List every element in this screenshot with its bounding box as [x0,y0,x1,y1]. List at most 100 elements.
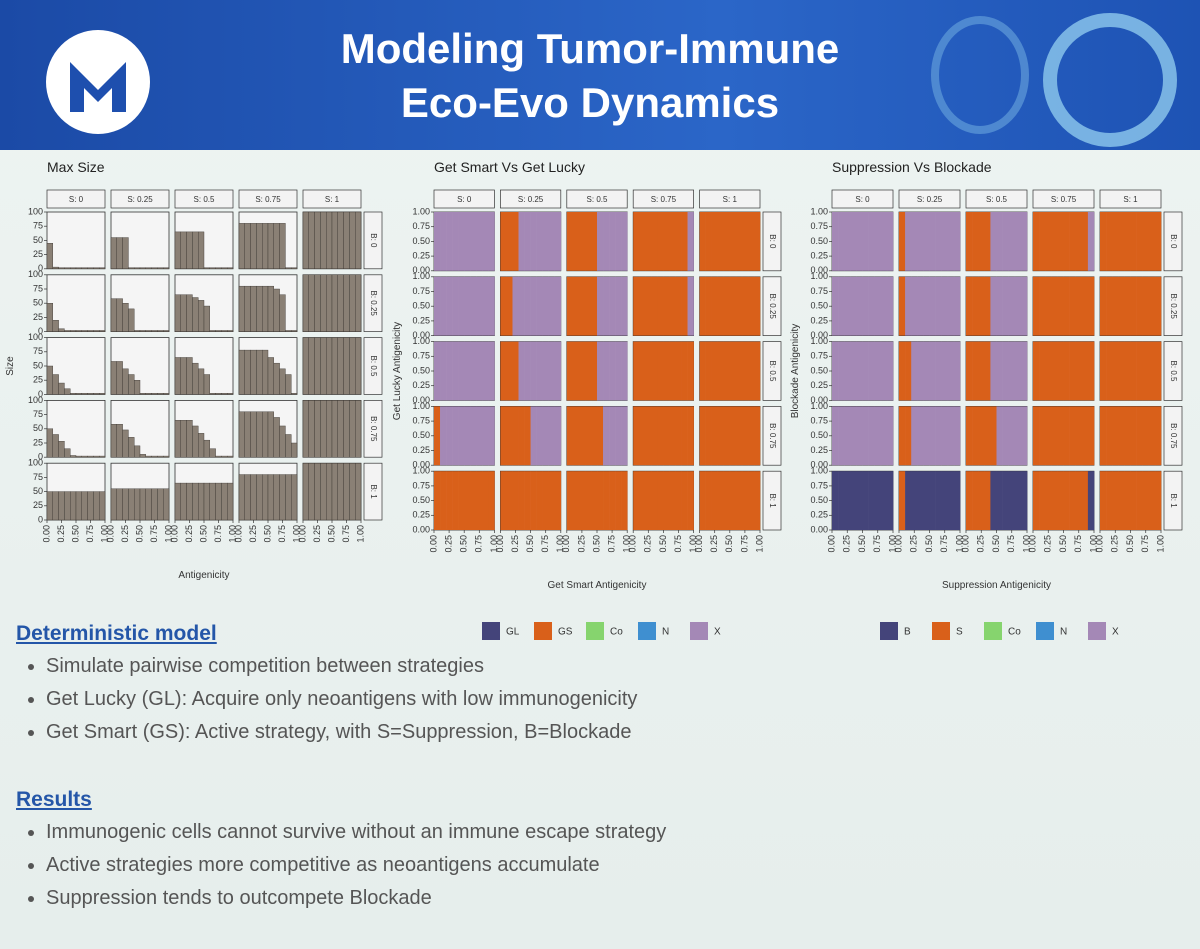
strip-label: S: 0.75 [651,195,677,204]
tile [542,471,550,530]
tile [874,406,882,466]
title-line: Eco-Evo Dynamics [400,79,780,126]
tile [536,212,543,271]
x-tick-label: 0.75 [739,535,749,553]
bar [186,231,193,270]
x-tick-label: 1.00 [887,535,897,553]
tile [735,341,743,401]
bar [349,463,356,521]
bar [314,400,321,458]
bar [58,328,65,332]
y-tick-label: 0 [38,263,43,273]
strip-label: S: 0.75 [255,195,281,204]
tile [850,276,857,336]
tile [923,471,930,530]
y-tick-label: 100 [28,395,43,405]
tile [941,471,949,530]
bar [145,455,152,458]
x-tick-label: 1.00 [622,535,632,553]
tile [1136,341,1143,401]
x-tick-label: 1.00 [99,525,109,543]
tile [905,341,912,401]
bar [343,337,350,395]
bar [133,330,141,332]
bar [128,488,135,521]
strip-label: B: 0.25 [768,294,777,320]
tile [705,471,712,530]
y-tick-label: 0.00 [412,395,430,405]
y-tick-label: 0.75 [412,286,430,296]
tile [584,276,592,336]
tile [929,341,936,401]
bar [302,463,310,521]
tile [1087,276,1095,336]
tile [446,341,453,401]
tile [917,276,924,336]
bar [285,374,292,395]
tile [488,471,495,530]
tile [663,406,670,466]
y-tick-label: 1.00 [412,466,430,476]
tile [470,406,477,466]
tile [1148,471,1156,530]
tile [953,471,961,530]
bar [209,482,216,521]
tile [476,212,483,271]
tile [434,471,441,530]
x-tick-label: 0.25 [443,535,453,553]
tile [978,406,985,466]
tile [996,276,1003,336]
x-tick-label: 0.50 [326,525,336,543]
bar [93,330,100,332]
banner: Modeling Tumor-Immune Eco-Evo Dynamics [0,0,1200,150]
bar [197,300,205,332]
bar [244,349,251,395]
tile [741,276,749,336]
tile [935,341,942,401]
bar [320,400,327,458]
tile [657,212,664,271]
tile [1014,276,1022,336]
tile [747,276,755,336]
bar [355,211,362,269]
tile [590,341,598,401]
tile [1130,406,1137,466]
bar [197,433,205,458]
bar [203,439,211,458]
x-tick-label: 1.00 [489,535,499,553]
y-tick-label: 0.00 [810,265,828,275]
tile [984,212,991,271]
tile [1106,341,1113,401]
tile [966,341,973,401]
tile [621,471,628,530]
y-tick-label: 0.75 [810,480,828,490]
tile [434,212,441,271]
tile [874,471,882,530]
tile [464,341,471,401]
bar [326,337,333,395]
bullet: Suppression tends to outcompete Blockade [46,882,1016,915]
tile [1136,276,1143,336]
tile [899,276,906,336]
tile [723,406,731,466]
bar [256,474,263,521]
tile [488,341,495,401]
tile [633,276,640,336]
y-tick-label: 1.00 [810,271,828,281]
tile [639,276,646,336]
bar [174,231,182,270]
x-tick-label: 0.50 [459,535,469,553]
tile [966,276,973,336]
tile [1081,276,1089,336]
tile [603,341,610,401]
tile [1002,212,1009,271]
bar [262,349,269,395]
tile [1112,212,1119,271]
bar [285,330,292,332]
tile [1130,341,1137,401]
x-tick-label: 0.75 [1006,535,1016,553]
y-tick-label: 25 [33,500,43,510]
tile [705,276,712,336]
y-tick-label: 100 [28,206,43,216]
tile [844,212,851,271]
